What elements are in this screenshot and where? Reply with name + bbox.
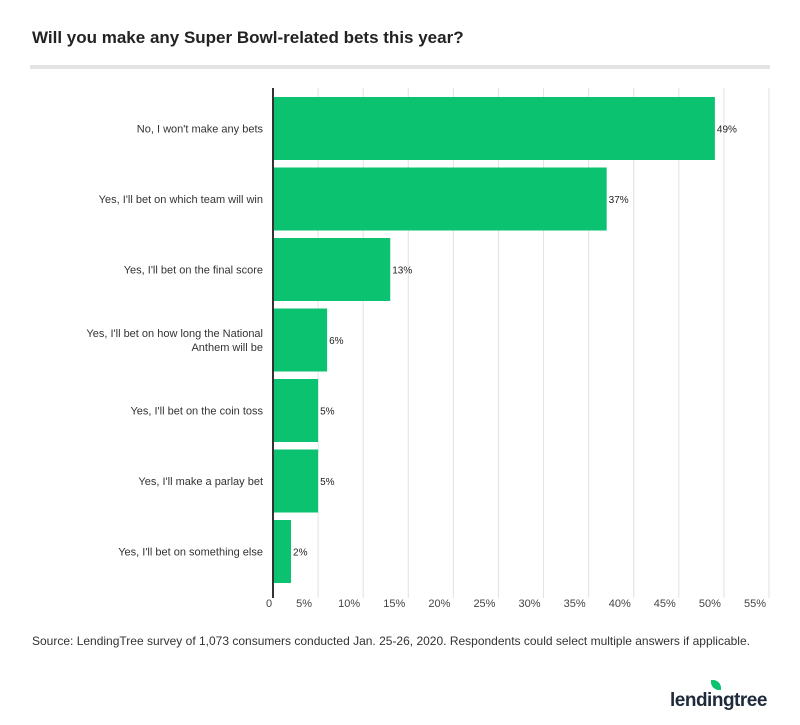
x-tick-label: 40%	[609, 598, 631, 610]
category-label: Yes, I'll bet on which team will win	[99, 194, 263, 206]
bar	[273, 308, 328, 372]
bar	[273, 97, 715, 160]
x-tick-label: 15%	[383, 598, 405, 610]
x-tick-label: 5%	[296, 598, 312, 610]
x-tick-label: 25%	[473, 598, 495, 610]
category-label: Yes, I'll bet on the coin toss	[130, 406, 263, 418]
category-label: No, I won't make any bets	[137, 124, 264, 136]
title-divider	[30, 65, 770, 69]
x-tick-label: 20%	[428, 598, 450, 610]
category-label: Yes, I'll bet on the final score	[124, 265, 263, 277]
bar	[273, 520, 292, 583]
source-note: Source: LendingTree survey of 1,073 cons…	[32, 634, 750, 648]
data-label: 5%	[320, 407, 335, 418]
chart-title: Will you make any Super Bowl-related bet…	[32, 28, 464, 47]
x-tick-label: 45%	[654, 598, 676, 610]
x-tick-label: 55%	[744, 598, 766, 610]
data-label: 6%	[329, 336, 344, 347]
data-label: 5%	[320, 477, 335, 488]
leaf-icon	[711, 680, 721, 690]
data-label: 49%	[717, 125, 737, 136]
data-label: 2%	[293, 548, 308, 559]
data-label: 37%	[609, 195, 629, 206]
category-label: Yes, I'll make a parlay bet	[138, 476, 263, 488]
x-tick-label: 30%	[519, 598, 541, 610]
bar	[273, 449, 319, 513]
category-label: Yes, I'll bet on something else	[118, 547, 263, 559]
x-tick-label: 35%	[564, 598, 586, 610]
bar	[273, 379, 319, 442]
logo-text: lendingtree	[670, 690, 767, 711]
bar	[273, 167, 607, 231]
x-tick-label: 0	[266, 598, 272, 610]
category-label: Yes, I'll bet on how long the National An…	[86, 328, 263, 354]
x-tick-label: 10%	[338, 598, 360, 610]
data-label: 13%	[392, 266, 412, 277]
lendingtree-logo: lendingtree	[670, 680, 782, 711]
bar	[273, 238, 391, 301]
x-tick-label: 50%	[699, 598, 721, 610]
